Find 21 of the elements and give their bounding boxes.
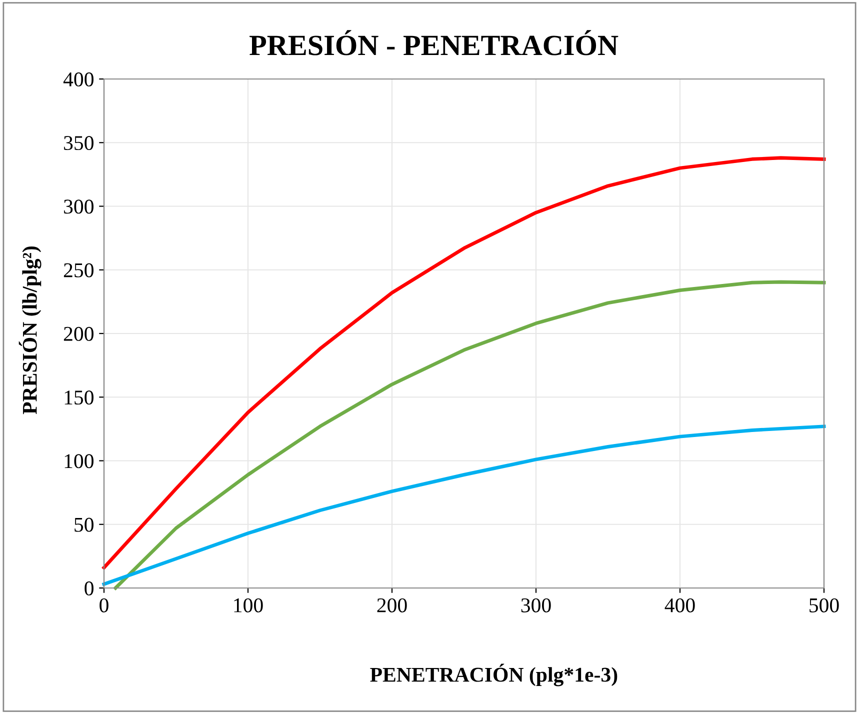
x-tick-label: 100 — [234, 598, 263, 612]
x-tick-label: 0 — [100, 598, 108, 612]
y-tick-label: 150 — [64, 390, 94, 405]
y-tick-label: 350 — [64, 136, 94, 150]
x-tick-label: 500 — [810, 598, 839, 612]
x-axis-title: PENETRACIÓN (plg*1e-3) — [370, 664, 618, 686]
line-series — [102, 156, 826, 570]
line-series — [114, 280, 826, 590]
x-tick-label: 400 — [664, 598, 695, 612]
y-tick-label: 400 — [63, 72, 94, 86]
y-tick-label: 50 — [74, 518, 94, 532]
x-tick-label: 200 — [377, 598, 407, 612]
y-tick-label: 300 — [64, 200, 94, 214]
chart-title: PRESIÓN - PENETRACIÓN — [250, 30, 618, 56]
y-tick-label: 200 — [64, 326, 94, 341]
x-tick-label: 300 — [521, 598, 551, 612]
y-tick-label: 250 — [64, 263, 94, 278]
y-axis-title: PRESIÓN (lb/plg²) — [18, 246, 42, 414]
y-tick-label: 0 — [84, 581, 94, 596]
line-series — [102, 424, 826, 586]
y-tick-label: 100 — [64, 454, 94, 468]
